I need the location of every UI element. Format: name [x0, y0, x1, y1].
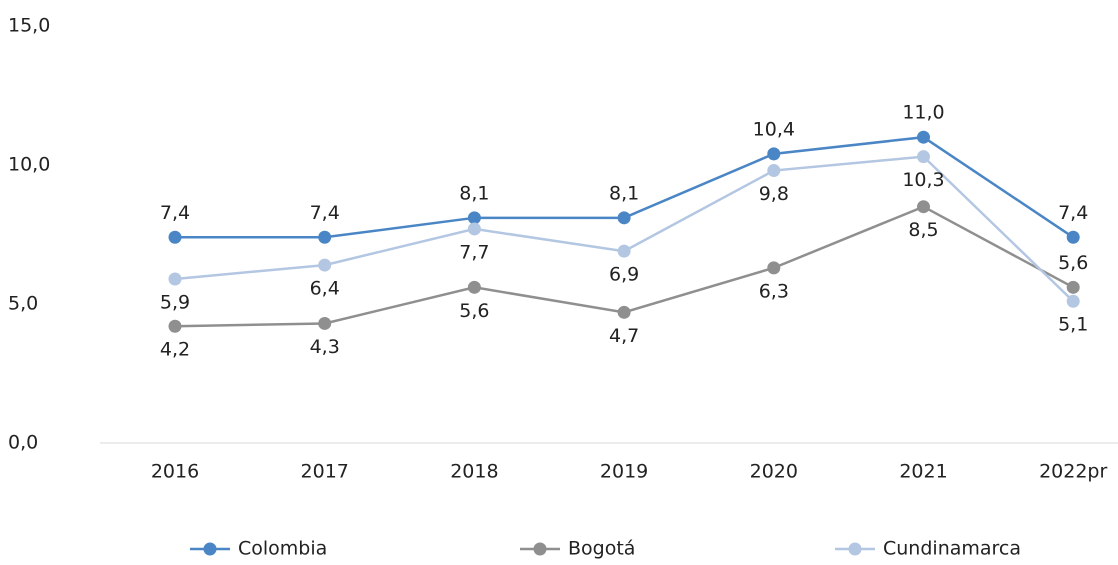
data-label: 6,4: [310, 278, 340, 300]
data-label: 7,7: [459, 241, 489, 263]
data-label: 5,6: [459, 300, 489, 322]
x-tick-label: 2018: [450, 461, 498, 483]
data-label: 9,8: [759, 183, 789, 205]
data-point: [917, 150, 930, 164]
data-label: 7,4: [1058, 202, 1088, 224]
x-tick-label: 2017: [301, 461, 349, 483]
data-label: 8,5: [908, 219, 938, 241]
data-label: 8,1: [459, 182, 489, 204]
y-tick-label: 10,0: [8, 154, 50, 176]
data-label: 5,1: [1058, 314, 1088, 336]
data-label: 4,2: [160, 339, 190, 361]
legend-marker: [203, 542, 217, 556]
data-label: 11,0: [902, 102, 944, 124]
data-point: [318, 258, 332, 272]
x-tick-label: 2019: [600, 461, 648, 483]
x-tick-label: 2016: [151, 461, 199, 483]
data-label: 4,7: [609, 325, 639, 347]
y-tick-label: 0,0: [8, 432, 38, 454]
data-label: 10,4: [753, 118, 795, 140]
data-point: [168, 230, 182, 244]
data-point: [467, 211, 481, 225]
data-point: [168, 272, 182, 286]
legend-label: Cundinamarca: [883, 538, 1021, 560]
data-point: [917, 130, 930, 144]
data-label: 7,4: [160, 202, 190, 224]
data-point: [467, 280, 481, 294]
data-point: [318, 230, 332, 244]
data-point: [318, 316, 332, 330]
x-tick-label: 2021: [899, 461, 947, 483]
data-label: 10,3: [902, 169, 944, 191]
data-label: 6,9: [609, 264, 639, 286]
data-point: [467, 222, 481, 236]
data-label: 8,1: [609, 182, 639, 204]
data-point: [1066, 280, 1080, 294]
data-label: 4,3: [310, 336, 340, 358]
legend-label: Bogotá: [568, 538, 635, 560]
data-point: [168, 319, 182, 333]
data-label: 7,4: [310, 202, 340, 224]
legend-marker: [848, 542, 862, 556]
data-label: 5,9: [160, 291, 190, 313]
data-point: [917, 200, 930, 214]
y-tick-label: 15,0: [8, 15, 50, 37]
data-point: [617, 244, 631, 258]
data-point: [617, 305, 631, 319]
x-tick-label: 2022pr: [1039, 461, 1107, 483]
data-point: [767, 261, 781, 275]
legend-label: Colombia: [238, 538, 327, 560]
data-point: [767, 147, 781, 161]
data-label: 5,6: [1058, 252, 1088, 274]
data-point: [1066, 230, 1080, 244]
data-point: [617, 211, 631, 225]
data-point: [767, 164, 781, 178]
data-label: 6,3: [759, 280, 789, 302]
y-tick-label: 5,0: [8, 293, 38, 315]
x-tick-label: 2020: [750, 461, 798, 483]
data-point: [1066, 294, 1080, 308]
legend-marker: [533, 542, 547, 556]
